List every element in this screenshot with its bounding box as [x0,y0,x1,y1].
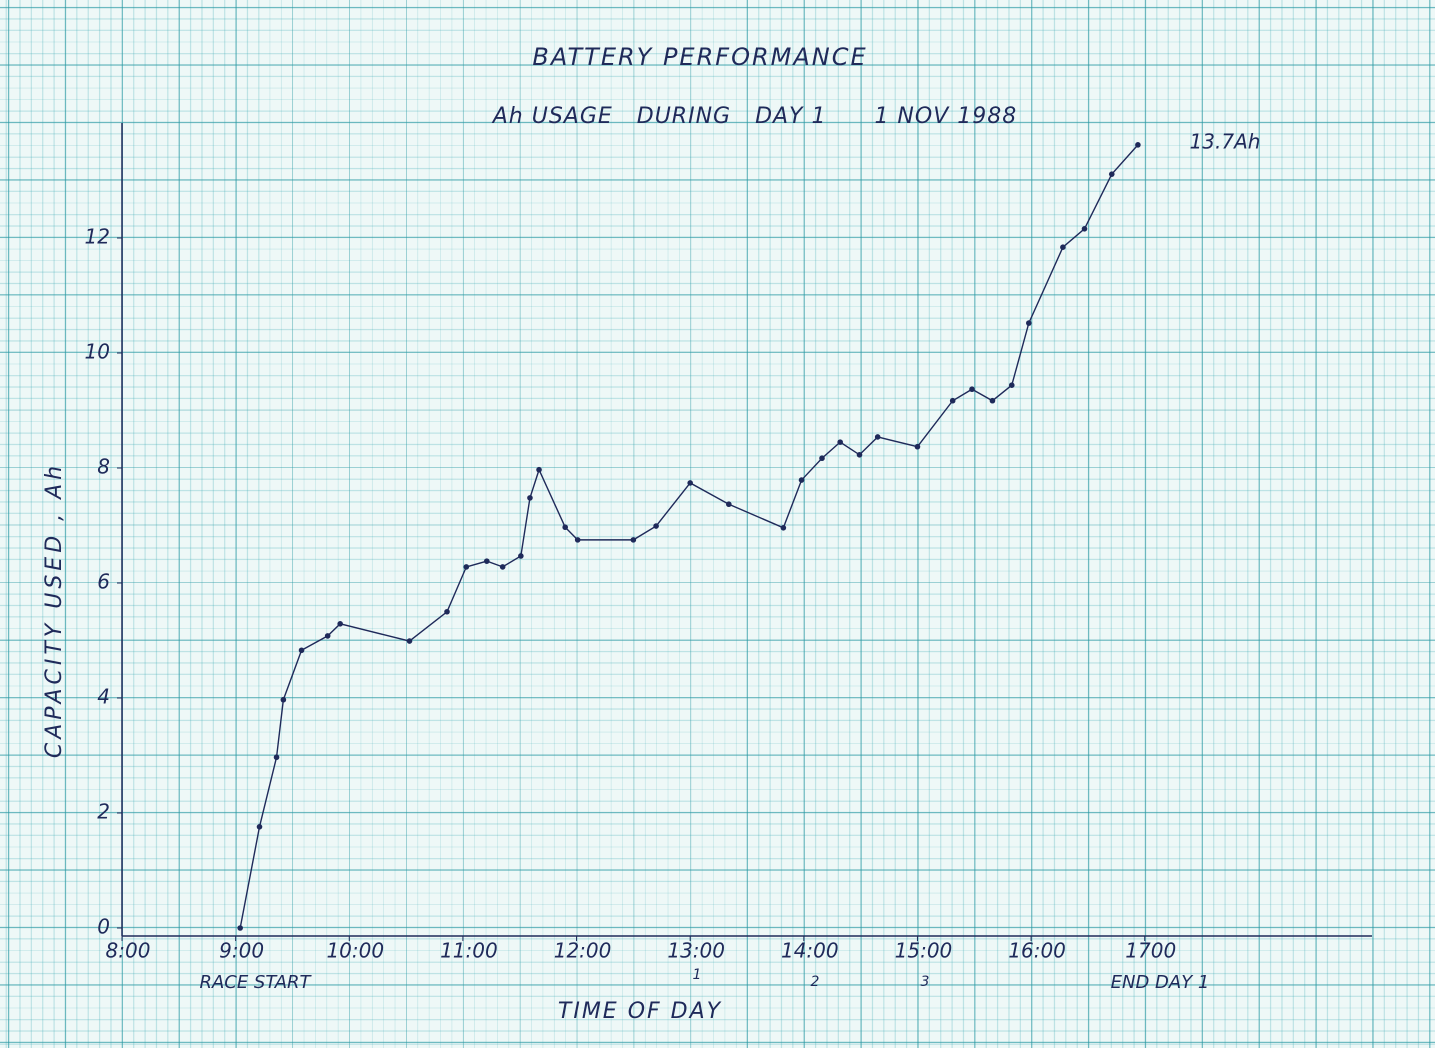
data-point [950,398,956,404]
data-point [325,633,331,639]
data-point [536,467,542,473]
y-tick-label: 0 [97,915,110,939]
data-point [1009,382,1015,388]
chart-subtitle: Ah USAGE DURING DAY 1 1 NOV 1988 [491,104,1018,129]
data-point [337,621,343,627]
y-tick-label: 12 [85,225,110,249]
x-tick-label: 8:00 [106,939,151,963]
data-point [484,558,490,564]
data-point [1109,171,1115,177]
annotation: RACE START [199,972,312,993]
data-point [990,398,996,404]
data-point [407,638,413,644]
data-point [257,824,263,830]
data-point [687,480,693,486]
data-point [631,537,637,543]
data-point [1060,244,1066,250]
chart: BATTERY PERFORMANCE Ah USAGE DURING DAY … [0,0,1435,1048]
y-tick-label: 4 [97,685,110,709]
annotation: 2 [811,974,820,990]
data-point [726,501,732,507]
y-tick-label: 8 [97,455,110,479]
y-tick-label: 6 [97,570,110,594]
data-point [819,455,825,461]
data-point [1026,320,1032,326]
data-point [299,647,305,653]
data-point [653,523,659,529]
annotation: 3 [921,974,930,990]
data-line [240,145,1138,928]
data-point [1082,226,1088,232]
x-tick-label: 13:00 [667,939,725,963]
annotation: 1 [693,967,702,983]
x-tick-label: 1700 [1125,939,1176,963]
data-point [875,434,881,440]
data-point [281,697,287,703]
data-point [274,754,280,760]
x-tick-label: 9:00 [219,939,264,963]
x-tick-label: 10:00 [326,939,384,963]
chart-title: BATTERY PERFORMANCE [532,43,867,71]
x-axis-label: TIME OF DAY [558,999,722,1024]
x-tick-label: 14:00 [781,939,839,963]
data-point [1135,142,1141,148]
data-point [518,553,524,559]
annotation: 13.7Ah [1190,130,1261,154]
x-tick-label: 12:00 [554,939,612,963]
y-axis-label: CAPACITY USED , Ah [42,462,67,758]
x-tick-label: 15:00 [895,939,953,963]
data-point [915,444,921,450]
x-tick-label: 11:00 [440,939,498,963]
annotation: END DAY 1 [1111,972,1210,993]
data-point [500,564,506,570]
data-point [799,477,805,483]
y-tick-label: 2 [97,800,110,824]
data-point [969,386,975,392]
data-point [575,537,581,543]
x-tick-label: 16:00 [1008,939,1066,963]
y-tick-label: 10 [85,340,110,364]
data-point [562,524,568,530]
data-point [444,609,450,615]
data-point [837,439,843,445]
data-point [857,452,863,458]
data-point [527,495,533,501]
data-point [464,564,470,570]
data-point [237,925,243,931]
data-point [781,525,787,531]
